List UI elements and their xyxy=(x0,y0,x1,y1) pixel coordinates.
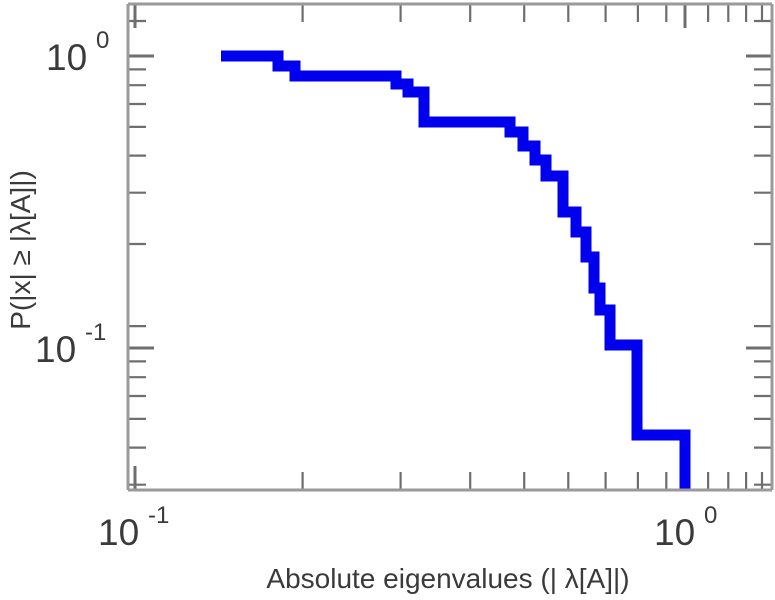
plot-area-background xyxy=(128,4,772,490)
x-tick-label-1e0-base: 10 xyxy=(654,512,695,553)
x-tick-label-1e-1-base: 10 xyxy=(98,512,139,553)
data-series-line xyxy=(221,50,691,490)
x-tick-labels: 10 -1 10 0 xyxy=(98,502,717,553)
y-tick-label-1e-1-base: 10 xyxy=(35,329,76,370)
y-tick-labels: 10 0 10 -1 xyxy=(35,27,109,370)
y-tick-label-1e-1-exp: -1 xyxy=(85,319,106,346)
plot-frame xyxy=(126,2,774,492)
x-axis-ticks-top xyxy=(133,4,764,28)
x-tick-label-1e0-exp: 0 xyxy=(704,502,717,529)
y-tick-label-1e0-exp: 0 xyxy=(96,27,109,54)
x-axis-title: Absolute eigenvalues (| λ[A]|) xyxy=(266,563,629,594)
y-tick-label-1e0-base: 10 xyxy=(46,37,87,78)
y-axis-ticks xyxy=(128,19,154,486)
x-tick-label-1e-1-exp: -1 xyxy=(148,502,169,529)
y-axis-ticks-right xyxy=(746,19,772,486)
y-axis-title: P(|x| ≥ |λ[A]|) xyxy=(5,170,36,330)
